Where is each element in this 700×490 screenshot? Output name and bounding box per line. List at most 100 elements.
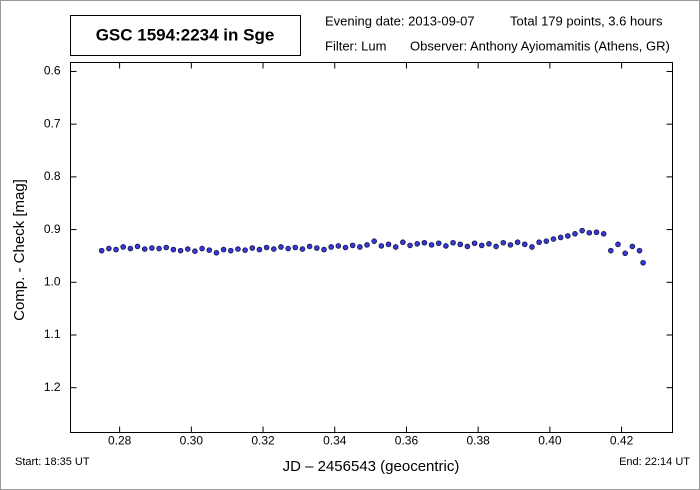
data-point [622,250,628,257]
y-tick-label: 1.1 [44,327,61,341]
observer: Observer: Anthony Ayiomamitis (Athens, G… [410,38,670,53]
data-point [163,244,170,251]
data-point [640,259,646,266]
data-point [192,248,198,254]
x-tick-label: 0.30 [180,434,204,448]
data-point [113,246,119,253]
data-point [213,249,220,256]
data-point [550,236,557,242]
y-tick-label: 1.2 [44,380,61,394]
data-point [357,244,363,250]
data-point [457,241,464,248]
data-point [98,247,105,254]
data-point [529,244,535,250]
data-point [335,243,342,249]
data-point [385,241,392,248]
data-point [371,238,377,244]
x-tick-label: 0.42 [610,434,634,448]
y-tick-label: 1.0 [44,274,61,288]
x-tick-label: 0.34 [323,434,347,448]
data-point [557,234,564,241]
data-point [220,246,227,253]
data-point [206,247,213,253]
data-point [636,247,643,254]
data-point [543,238,550,244]
data-point [141,246,148,252]
data-point [435,240,442,247]
data-point [579,227,585,234]
data-point [629,243,636,250]
data-point [507,242,514,248]
data-point [106,245,112,252]
data-point [450,239,456,246]
data-point [321,246,327,253]
data-point [364,242,370,248]
data-point [615,241,621,248]
data-point [120,244,127,250]
data-point [292,244,299,251]
data-point [407,242,413,249]
data-point [227,247,234,254]
data-point [378,243,385,249]
data-point [278,244,284,250]
data-point [600,230,607,237]
data-point [565,233,571,239]
data-point [608,247,614,254]
data-point [500,239,507,246]
evening-date: Evening date: 2013-09-07 [325,13,475,28]
x-tick-label: 0.36 [395,434,419,448]
data-point [242,247,248,253]
data-point [184,246,191,252]
data-point [349,242,356,249]
data-point [493,243,499,250]
data-point [521,241,528,248]
data-point [314,245,320,251]
y-axis-label: Comp. - Check [mag] [11,179,28,321]
x-tick-label: 0.28 [108,434,132,448]
data-point [572,230,578,237]
x-axis-label: JD – 2456543 (geocentric) [283,458,460,475]
data-point [443,243,449,249]
data-point [270,246,277,252]
data-point [127,245,134,252]
data-point [478,242,485,249]
data-point [400,239,406,246]
data-point [464,243,471,250]
data-point [285,245,291,252]
data-point [392,244,399,250]
title-box [70,15,301,56]
data-point [486,241,492,247]
data-point [414,241,421,247]
total-points: Total 179 points, 3.6 hours [510,13,663,28]
plot-area [70,62,673,433]
data-point [170,246,177,253]
x-tick-label: 0.38 [466,434,490,448]
y-tick-label: 0.6 [44,64,61,78]
data-point [514,239,521,246]
data-point [235,246,241,252]
data-point [536,239,542,246]
data-point [471,240,478,247]
data-point [249,245,256,251]
data-point [428,242,435,248]
data-point [134,243,141,250]
y-tick-label: 0.8 [44,169,61,183]
data-point [177,247,184,254]
y-tick-label: 0.7 [44,116,61,130]
x-tick-label: 0.40 [538,434,562,448]
y-tick-label: 0.9 [44,222,61,236]
data-point [256,246,263,253]
chart-title: GSC 1594:2234 in Sge [96,25,275,44]
filter: Filter: Lum [325,38,386,53]
data-point [263,244,270,251]
start-time: Start: 18:35 UT [15,456,90,468]
data-point [421,239,428,246]
data-point [328,244,334,250]
data-point [306,243,313,250]
data-point [199,245,205,252]
end-time: End: 22:14 UT [619,456,690,468]
data-point [342,244,349,251]
data-point [593,229,600,236]
x-tick-label: 0.32 [251,434,275,448]
